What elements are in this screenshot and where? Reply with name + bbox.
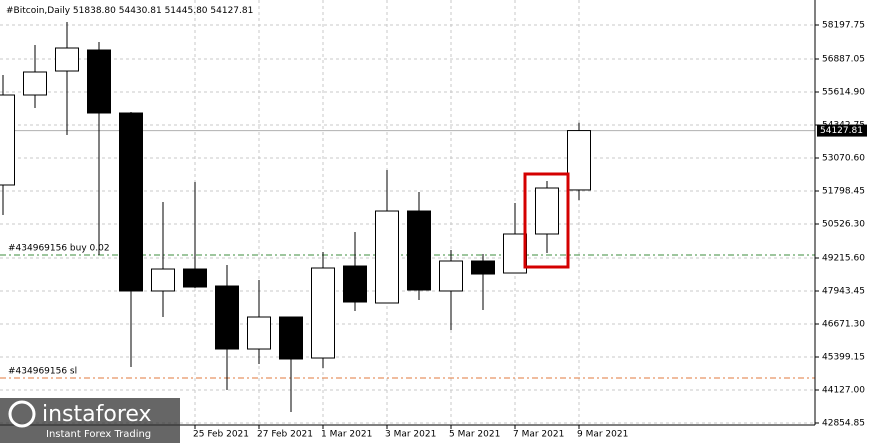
x-tick-label: 7 Mar 2021 [513,430,564,440]
candle-body [567,130,591,191]
candle-body [311,267,335,359]
symbol: #Bitcoin,Daily [6,6,71,16]
highlight-box [523,172,570,269]
candle-body [407,210,431,291]
y-tick-label: 53070.60 [822,154,865,164]
y-tick-label: 44127.00 [822,386,865,396]
candle-body [535,187,559,235]
candle-body [183,268,207,288]
axes: 58197.7556887.0555614.9054342.7553070.60… [193,21,867,440]
y-tick-label: 45399.15 [822,353,865,363]
watermark-tagline: Instant Forex Trading [46,429,151,440]
y-tick-label: 55614.90 [822,88,865,98]
header-high: 54430.81 [119,6,162,16]
y-tick-label: 50526.30 [822,220,865,230]
candle-body [0,94,15,186]
y-tick-label: 51798.45 [822,187,865,197]
chart-header: #Bitcoin,Daily 51838.80 54430.81 51445.8… [6,6,253,16]
candle-body [503,233,527,274]
candle-body [215,285,239,350]
x-tick-label: 5 Mar 2021 [449,430,500,440]
candle-body [55,47,79,72]
candle-body [151,268,175,292]
candle-body [247,316,271,350]
candle-body [439,260,463,292]
candle-body [87,49,111,114]
candle-body [119,112,143,292]
x-tick-label: 3 Mar 2021 [385,430,436,440]
level-label: #434969156 sl [8,367,77,377]
watermark-brand: instaforex [42,402,152,427]
y-tick-label: 46671.30 [822,320,865,330]
candle-body [23,71,47,96]
watermark: instaforex Instant Forex Trading [0,398,180,443]
x-tick-label: 1 Mar 2021 [321,430,372,440]
y-tick-label: 49215.60 [822,254,865,264]
x-tick-label: 25 Feb 2021 [193,430,249,440]
x-tick-label: 27 Feb 2021 [257,430,313,440]
candle-body [279,316,303,360]
grid [0,0,815,425]
y-tick-label: 42854.85 [822,419,865,429]
candle-body [375,210,399,304]
x-tick-label: 9 Mar 2021 [577,430,628,440]
candle-body [343,265,367,303]
header-close: 54127.81 [210,6,253,16]
y-tick-label: 56887.05 [822,55,865,65]
level-label: #434969156 buy 0.02 [8,244,110,254]
y-tick-label: 47943.45 [822,287,865,297]
last-price-label: 54127.81 [820,126,863,136]
candle-body [471,260,495,275]
candles [0,22,591,412]
watermark-logo [8,400,36,428]
y-tick-label: 58197.75 [822,21,865,31]
header-low: 51445.80 [165,6,208,16]
last-price-box [817,124,867,137]
header-open: 51838.80 [73,6,116,16]
